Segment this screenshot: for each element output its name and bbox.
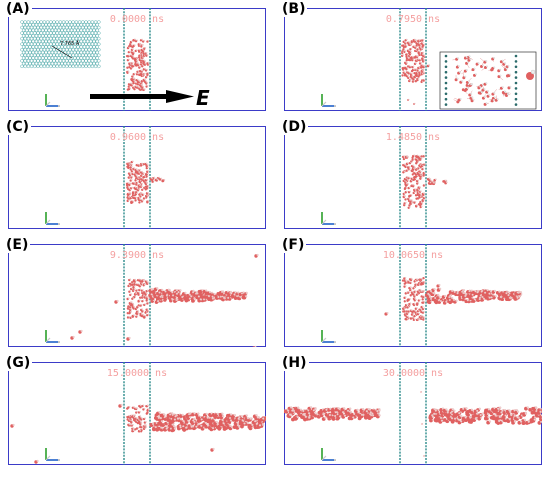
xyz-axes-icon — [321, 212, 336, 225]
panel-label: (A) — [4, 1, 32, 17]
simulation-snapshot: 10.0650 ns — [284, 244, 542, 347]
panel-label: (E) — [4, 237, 31, 253]
time-stamp: 1.4850 ns — [386, 132, 440, 143]
panel-h: 30.0000 ns (H) — [280, 355, 542, 465]
xyz-axes-icon — [45, 330, 60, 343]
panel-a: 7.765 Å E 0.0000 ns (A) — [4, 1, 266, 111]
simulation-snapshot: 30.0000 ns — [284, 362, 542, 465]
graphene-lattice-inset — [20, 20, 101, 69]
xyz-axes-icon — [45, 212, 60, 225]
electric-field-label: E — [196, 86, 210, 110]
panel-g: 15.0000 ns (G) — [4, 355, 266, 465]
time-stamp: 0.9600 ns — [110, 132, 164, 143]
simulation-snapshot: 7.765 Å E 0.0000 ns — [8, 8, 266, 111]
xyz-axes-icon — [45, 94, 60, 107]
time-stamp: 30.0000 ns — [383, 368, 443, 379]
simulation-snapshot: 1.4850 ns — [284, 126, 542, 229]
panel-label: (G) — [4, 355, 33, 371]
simulation-snapshot: 0.7950 ns — [284, 8, 542, 111]
electric-field-arrow — [90, 90, 194, 103]
graphene-spacing-label: 7.765 Å — [60, 40, 80, 47]
simulation-snapshot: 15.0000 ns — [8, 362, 266, 465]
panel-c: 0.9600 ns (C) — [4, 119, 266, 229]
panel-b: 0.7950 ns (B) — [280, 1, 542, 111]
time-stamp: 0.0000 ns — [110, 14, 164, 25]
panel-label: (B) — [280, 1, 308, 17]
panel-label: (F) — [280, 237, 307, 253]
panel-e: 9.3900 ns (E) — [4, 237, 266, 347]
panel-label: (C) — [4, 119, 32, 135]
xyz-axes-icon — [321, 94, 336, 107]
time-stamp: 0.7950 ns — [386, 14, 440, 25]
water-structure-inset — [439, 51, 537, 110]
panel-label: (H) — [280, 355, 309, 371]
time-stamp: 10.0650 ns — [383, 250, 443, 261]
panel-label: (D) — [280, 119, 309, 135]
panel-f: 10.0650 ns (F) — [280, 237, 542, 347]
panel-d: 1.4850 ns (D) — [280, 119, 542, 229]
time-stamp: 15.0000 ns — [107, 368, 167, 379]
xyz-axes-icon — [45, 448, 60, 461]
xyz-axes-icon — [321, 448, 336, 461]
time-stamp: 9.3900 ns — [110, 250, 164, 261]
simulation-snapshot: 0.9600 ns — [8, 126, 266, 229]
xyz-axes-icon — [321, 330, 336, 343]
simulation-snapshot: 9.3900 ns — [8, 244, 266, 347]
